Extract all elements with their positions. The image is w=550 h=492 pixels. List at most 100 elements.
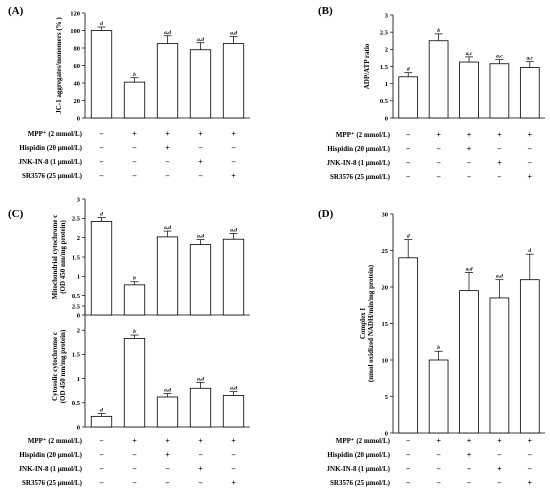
bar [489,297,510,434]
condition-sign: + [198,158,203,167]
condition-sign: − [436,145,441,154]
condition-sign: − [497,145,502,154]
y-tick-label: 100 [70,28,80,35]
bar [519,279,540,434]
condition-sign: − [406,465,411,474]
condition-sign: − [198,479,203,488]
condition-label: SR3576 (25 μmol/L) [330,479,391,487]
y-tick-label: 0 [385,430,388,437]
y-tick-label: 1.5 [380,64,389,71]
bar [90,30,113,119]
y-tick-label: 15 [382,321,389,328]
significance-label: d [407,234,410,240]
condition-sign: + [231,130,236,139]
condition-sign: + [165,451,170,460]
condition-sign: + [497,437,502,446]
y-tick-label: 20 [74,98,81,105]
y-tick-label: 30 [382,211,389,218]
panel-label-d: (D) [318,208,334,220]
condition-sign: − [406,451,411,460]
condition-sign: − [198,451,203,460]
condition-sign: + [231,437,236,446]
condition-sign: − [198,172,203,181]
condition-sign: + [165,130,170,139]
condition-sign: − [99,144,104,153]
condition-sign: + [165,144,170,153]
condition-sign: + [467,451,472,460]
condition-label: Hispidin (20 μmol/L) [327,145,390,153]
condition-label: SR3576 (25 μmol/L) [22,479,83,487]
bar [459,61,479,119]
y-tick-label: 0 [77,115,80,122]
condition-sign: − [467,465,472,474]
y-axis-label: (nmol oxidized NADH/min/mg protein) [367,264,375,382]
condition-sign: + [165,437,170,446]
y-tick-label: 5 [385,394,389,401]
y-tick-label: 2 [77,328,80,335]
condition-table: MPP⁺ (2 mmol/L) − + + + + Hispidin (20 μmol/L)… [327,131,533,182]
y-tick-label: 0.5 [72,293,81,300]
significance-label: a,d [466,266,473,272]
condition-sign: − [132,172,137,181]
y-tick-label: 2.5 [380,29,389,36]
bar [90,415,113,428]
condition-sign: − [132,144,137,153]
condition-label: MPP⁺ (2 mmol/L) [28,437,83,445]
condition-label: MPP⁺ (2 mmol/L) [28,130,83,138]
condition-label: SR3576 (25 μmol/L) [330,173,391,181]
chart-C-top: 0 0.5 1 1.5 2 2.5 3 Mitochondrial cytochrome c(… [51,196,250,319]
significance-label: b [133,276,136,282]
condition-sign: + [198,465,203,474]
bar [428,359,449,434]
condition-sign: − [406,479,411,488]
condition-sign: − [406,173,411,182]
y-axis-label: (OD 450 nm/mg protein) [59,329,67,403]
significance-label: d [407,67,410,73]
condition-sign: − [99,437,104,446]
significance-label: b [133,72,136,78]
condition-sign: + [528,479,533,488]
condition-sign: − [406,437,411,446]
bar [398,76,419,119]
condition-sign: − [99,451,104,460]
condition-sign: − [467,173,472,182]
y-tick-label: 3 [77,196,81,203]
bar [222,395,245,428]
chart-B: 0 0.5 1 1.5 2 2.5 3 ADP/ATP ratio d b a,c a,c a,c [363,12,545,122]
condition-sign: − [497,173,502,182]
condition-sign: − [467,159,472,168]
y-tick-label: 1.5 [72,254,81,261]
condition-sign: − [165,479,170,488]
significance-label: a,c [496,54,503,60]
y-tick-label: 2 [385,47,388,54]
condition-sign: + [497,465,502,474]
condition-sign: + [497,131,502,140]
condition-sign: + [231,479,236,488]
condition-sign: + [132,437,137,446]
y-axis-label: (OD 450 nm/mg protein) [59,220,67,294]
condition-sign: − [132,451,137,460]
condition-sign: − [99,158,104,167]
significance-label: a,d [164,388,171,394]
y-tick-label: 120 [70,10,80,17]
bar [156,43,179,119]
y-tick-label: 0 [385,115,388,122]
condition-sign: − [231,144,236,153]
y-tick-label: 10 [382,357,389,364]
condition-sign: − [231,465,236,474]
chart-D: 0 5 10 15 20 25 30 Complex I (nmol oxidized NADH… [359,211,545,437]
bar [222,43,245,119]
condition-sign: − [198,144,203,153]
condition-label: JNK-IN-8 (1 μmol/L) [327,159,391,167]
condition-label: JNK-IN-8 (1 μmol/L) [19,465,83,473]
condition-sign: + [528,131,533,140]
condition-sign: + [497,159,502,168]
condition-sign: − [528,465,533,474]
condition-sign: − [528,451,533,460]
condition-sign: − [497,451,502,460]
y-tick-label: 20 [382,284,389,291]
bar [222,238,245,316]
significance-label: b [437,28,440,34]
